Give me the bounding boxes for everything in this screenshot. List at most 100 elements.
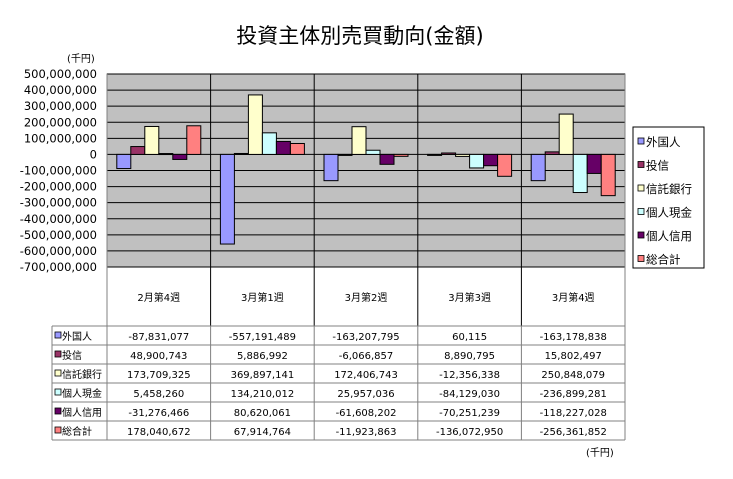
table-cell: 8,890,795 xyxy=(444,351,495,362)
table-cell: 173,709,325 xyxy=(127,370,191,381)
table-cell: -84,129,030 xyxy=(439,389,500,400)
bar-投信 xyxy=(441,152,457,155)
table-cell: -12,356,338 xyxy=(439,370,500,381)
bar-個人信用 xyxy=(172,153,188,160)
table-row-header: 総合計 xyxy=(62,425,92,438)
table-row-header: 個人信用 xyxy=(62,406,102,419)
y-tick-label: 400,000,000 xyxy=(24,83,97,97)
legend-box xyxy=(632,126,705,269)
bar-外国人 xyxy=(323,153,339,182)
bar-信託銀行 xyxy=(558,113,574,155)
table-cell: 172,406,743 xyxy=(334,370,398,381)
legend-label: 投信 xyxy=(646,159,669,173)
table-cell: -6,066,857 xyxy=(339,351,394,362)
bar-総合計 xyxy=(289,142,305,155)
bar-総合計 xyxy=(600,153,616,197)
table-legend-key xyxy=(54,350,62,358)
chart-title: 投資主体別売買動向(金額) xyxy=(236,24,483,48)
bar-個人信用 xyxy=(586,153,602,174)
table-cell: -236,899,281 xyxy=(540,389,607,400)
legend-key xyxy=(637,137,645,145)
legend-label: 外国人 xyxy=(646,135,681,149)
table-cell: 134,210,012 xyxy=(231,389,295,400)
table-cell: -163,178,838 xyxy=(540,332,607,343)
bar-信託銀行 xyxy=(144,125,160,155)
legend-label: 個人現金 xyxy=(646,206,692,220)
bar-投信 xyxy=(233,152,249,155)
y-tick-label: -200,000,000 xyxy=(20,180,97,194)
bar-信託銀行 xyxy=(247,94,263,155)
bar-外国人 xyxy=(219,153,235,245)
table-cell: -163,207,795 xyxy=(332,332,399,343)
table-row-header: 信託銀行 xyxy=(62,368,102,381)
table-row-header: 外国人 xyxy=(62,331,92,343)
table-legend-key xyxy=(54,407,62,415)
legend-key xyxy=(637,208,645,215)
legend-key xyxy=(637,161,645,168)
category-label: 3月第3週 xyxy=(448,291,491,304)
bar-外国人 xyxy=(116,153,132,170)
table-cell: -61,608,202 xyxy=(336,408,397,419)
bar-投信 xyxy=(130,146,146,155)
table-legend-key xyxy=(54,426,62,434)
table-cell: 60,115 xyxy=(452,332,487,343)
table-legend-key xyxy=(54,369,62,377)
bar-総合計 xyxy=(393,153,409,157)
y-tick-label: 200,000,000 xyxy=(24,115,97,129)
bar-個人信用 xyxy=(379,153,395,165)
table-cell: 25,957,036 xyxy=(337,389,394,400)
y-tick-label: 500,000,000 xyxy=(24,67,97,81)
table-cell: 67,914,764 xyxy=(234,427,291,438)
legend-key xyxy=(637,184,645,192)
table-unit-label: (千円) xyxy=(586,447,614,459)
y-tick-label: -600,000,000 xyxy=(20,244,97,258)
table-row-header: 投信 xyxy=(62,349,82,362)
table-cell: -557,191,489 xyxy=(229,332,296,343)
y-unit-label: (千円) xyxy=(67,53,95,65)
table-cell: 178,040,672 xyxy=(127,427,191,438)
y-tick-label: 100,000,000 xyxy=(24,131,97,145)
bar-外国人 xyxy=(530,153,546,182)
category-label: 2月第4週 xyxy=(137,291,180,304)
table-cell: 15,802,497 xyxy=(545,351,602,362)
y-tick-label: -500,000,000 xyxy=(20,228,97,242)
table-cell: 80,620,061 xyxy=(234,408,291,419)
bar-総合計 xyxy=(186,125,202,155)
bar-個人現金 xyxy=(469,153,485,169)
legend-key xyxy=(637,231,645,239)
bar-総合計 xyxy=(497,153,513,177)
table-cell: -256,361,852 xyxy=(540,427,607,438)
y-tick-label: 0 xyxy=(90,147,97,161)
table-row-header: 個人現金 xyxy=(62,387,102,400)
bar-個人現金 xyxy=(572,153,588,194)
y-tick-label: -700,000,000 xyxy=(20,260,97,274)
table-cell: 5,886,992 xyxy=(237,351,288,362)
legend-label: 総合計 xyxy=(646,253,681,267)
table-cell: -118,227,028 xyxy=(540,408,607,419)
bar-個人現金 xyxy=(261,132,277,155)
table-legend-key xyxy=(54,331,62,339)
bar-個人現金 xyxy=(365,149,381,155)
table-cell: 48,900,743 xyxy=(130,351,187,362)
bar-投信 xyxy=(337,153,353,156)
table-cell: -31,276,466 xyxy=(128,408,189,419)
table-cell: 369,897,141 xyxy=(231,370,295,381)
bar-個人現金 xyxy=(158,153,174,156)
bar-信託銀行 xyxy=(455,153,471,157)
bar-個人信用 xyxy=(483,153,499,167)
y-tick-label: -100,000,000 xyxy=(20,164,97,178)
category-label: 3月第2週 xyxy=(345,291,388,304)
table-cell: -70,251,239 xyxy=(439,408,500,419)
table-cell: -87,831,077 xyxy=(128,332,189,343)
bar-投信 xyxy=(544,151,560,155)
category-label: 3月第1週 xyxy=(241,291,284,304)
y-tick-label: 300,000,000 xyxy=(24,99,97,113)
table-legend-key xyxy=(54,388,62,396)
bar-個人信用 xyxy=(275,140,291,155)
table-cell: -136,072,950 xyxy=(436,427,503,438)
table-cell: 250,848,079 xyxy=(541,370,605,381)
bar-外国人 xyxy=(427,153,443,156)
legend-key xyxy=(637,255,645,262)
legend-label: 信託銀行 xyxy=(646,182,692,196)
